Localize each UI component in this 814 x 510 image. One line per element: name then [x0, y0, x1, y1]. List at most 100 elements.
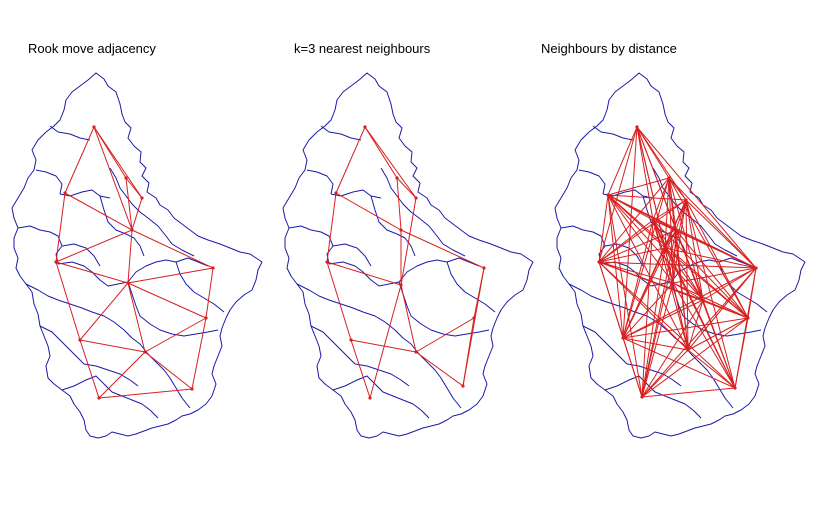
map-rook — [11, 72, 263, 439]
distance-link — [641, 299, 704, 398]
distance-link — [636, 126, 654, 221]
node — [54, 260, 58, 264]
node — [414, 350, 418, 354]
distance-link — [672, 282, 736, 389]
distance-link — [675, 229, 689, 351]
node — [399, 283, 403, 287]
node — [733, 386, 737, 390]
distance-link — [675, 229, 749, 319]
distance-link — [622, 126, 638, 339]
distance-link — [685, 199, 704, 301]
distance-link — [672, 282, 749, 319]
node — [651, 218, 655, 222]
node — [204, 316, 208, 320]
node — [349, 338, 353, 342]
node — [461, 384, 465, 388]
distance-link — [685, 199, 736, 389]
map-distance — [554, 72, 806, 439]
node — [684, 198, 688, 202]
distance-link — [607, 177, 670, 196]
distance-link — [622, 267, 757, 339]
node — [635, 125, 639, 129]
node — [754, 266, 758, 270]
distance-link — [702, 299, 736, 389]
distance-link — [607, 194, 687, 201]
node — [63, 191, 67, 195]
distance-link — [641, 267, 757, 398]
node — [78, 338, 82, 342]
node — [211, 266, 215, 270]
node — [671, 281, 675, 285]
node — [746, 316, 750, 320]
map-knn — [282, 72, 534, 439]
distance-link — [652, 219, 704, 301]
distance-link — [622, 282, 674, 339]
links-distance — [598, 126, 757, 398]
node — [674, 228, 678, 232]
distance-link — [687, 299, 704, 351]
node — [621, 336, 625, 340]
distance-link — [622, 299, 704, 339]
distance-link — [598, 261, 704, 301]
distance-link — [668, 177, 687, 201]
panel-title-rook: Rook move adjacency — [28, 41, 156, 56]
distance-link — [641, 349, 689, 398]
distance-link — [672, 267, 757, 284]
distance-link — [607, 194, 654, 221]
node — [126, 281, 130, 285]
distance-link — [598, 247, 666, 263]
distance-link — [664, 247, 757, 269]
distance-link — [652, 219, 749, 319]
distance-link — [598, 177, 670, 263]
distance-link — [622, 337, 643, 398]
node — [640, 395, 644, 399]
distance-link — [652, 219, 689, 351]
nodes-rook — [54, 125, 215, 400]
distance-link — [652, 177, 670, 221]
node — [124, 176, 128, 180]
distance-link — [598, 261, 736, 389]
node — [143, 350, 147, 354]
distance-link — [641, 219, 654, 398]
distance-link — [668, 177, 704, 301]
distance-link — [641, 387, 736, 398]
distance-link — [687, 317, 749, 351]
distance-link — [598, 126, 638, 263]
node — [130, 228, 134, 232]
distance-link — [622, 337, 736, 389]
node — [606, 193, 610, 197]
distance-link — [685, 199, 757, 269]
distance-link — [622, 219, 654, 339]
node — [686, 348, 690, 352]
distance-link — [702, 299, 749, 319]
node — [597, 260, 601, 264]
distance-link — [652, 199, 687, 221]
panel-title-distance: Neighbours by distance — [541, 41, 677, 56]
distance-link — [702, 267, 757, 301]
distance-link — [668, 177, 674, 284]
distance-link — [641, 317, 749, 398]
node — [97, 396, 101, 400]
node — [701, 298, 705, 302]
node — [399, 228, 403, 232]
node — [325, 260, 329, 264]
node — [414, 196, 418, 200]
distance-link — [607, 194, 689, 351]
country-boundary-distance — [554, 72, 806, 439]
distance-link — [598, 194, 609, 263]
country-boundary-rook — [11, 72, 263, 439]
distance-link — [607, 126, 638, 196]
nodes-knn — [325, 125, 486, 400]
distance-link — [734, 317, 749, 389]
distance-link — [607, 194, 643, 398]
distance-link — [668, 177, 749, 319]
panel-title-knn: k=3 nearest neighbours — [294, 41, 431, 56]
distance-link — [622, 337, 689, 351]
distance-link — [598, 261, 674, 284]
country-boundary-knn — [282, 72, 534, 439]
distance-link — [664, 247, 749, 319]
node — [667, 176, 671, 180]
distance-link — [622, 247, 666, 339]
distance-link — [598, 199, 687, 263]
